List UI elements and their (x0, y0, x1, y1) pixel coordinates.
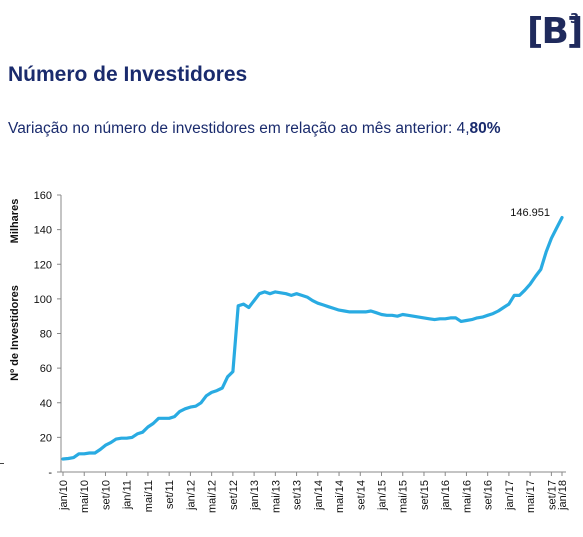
x-tick-label: mai/17 (525, 480, 537, 513)
y-tick-label: 100 (34, 294, 52, 306)
x-tick-label: mai/11 (143, 480, 155, 512)
x-tick-label: mai/15 (398, 480, 410, 513)
x-tick-label: mai/12 (207, 480, 219, 513)
y-tick-label: 60 (40, 363, 52, 375)
x-tick-label: set/11 (164, 480, 176, 509)
y-axis-ticks: - 20 40 60 80 100 120 140 160 (34, 190, 61, 479)
x-tick-label: mai/14 (334, 480, 346, 513)
x-tick-label: mai/10 (79, 480, 91, 513)
x-tick-label: set/14 (355, 480, 367, 510)
subtitle-text: Variação no número de investidores em re… (8, 120, 470, 137)
logo-brackets: [B] (527, 11, 583, 52)
y-tick-label: - (48, 467, 52, 479)
subtitle-value: 80% (469, 120, 501, 137)
y-axis-unit-label: Milhares (9, 199, 21, 244)
y-axis-label: Nº de Investidores (9, 285, 21, 381)
y-tick-label: 80 (40, 329, 52, 341)
page-subtitle: Variação no número de investidores em re… (8, 120, 501, 138)
x-tick-label: jan/11 (122, 480, 134, 510)
y-tick-label: 40 (40, 398, 52, 410)
page-title: Número de Investidores (8, 63, 248, 86)
x-tick-label: jan/10 (58, 480, 70, 511)
x-tick-label: jan/17 (504, 480, 516, 511)
x-tick-label: set/16 (483, 480, 495, 510)
edge-tick (0, 463, 4, 464)
x-axis-ticks: jan/10 mai/10 set/10 jan/11 mai/11 set/11 jan/… (58, 472, 569, 513)
x-tick-label: jan/16 (440, 480, 452, 511)
b3-logo: [B] 3 (527, 12, 583, 56)
x-tick-label: set/13 (292, 480, 304, 510)
y-tick-label: 160 (34, 190, 52, 202)
x-tick-label: jan/12 (185, 480, 197, 511)
x-tick-label: jan/15 (377, 480, 389, 511)
x-tick-label: set/10 (100, 480, 112, 510)
x-tick-label: set/12 (228, 480, 240, 510)
investors-series-line (61, 216, 564, 461)
y-tick-label: 140 (34, 225, 52, 237)
y-tick-label: 120 (34, 259, 52, 271)
y-tick-label: 20 (40, 432, 52, 444)
x-tick-label: mai/13 (270, 480, 282, 513)
x-tick-label: set/17 (546, 480, 558, 510)
x-tick-label: mai/16 (461, 480, 473, 513)
x-tick-label: jan/13 (249, 480, 261, 511)
x-tick-label: set/15 (419, 480, 431, 510)
last-value-label: 146.951 (510, 207, 550, 219)
x-tick-label: jan/14 (313, 480, 325, 511)
x-tick-label: jan/18 (557, 480, 569, 511)
logo-superscript: 3 (570, 12, 580, 27)
